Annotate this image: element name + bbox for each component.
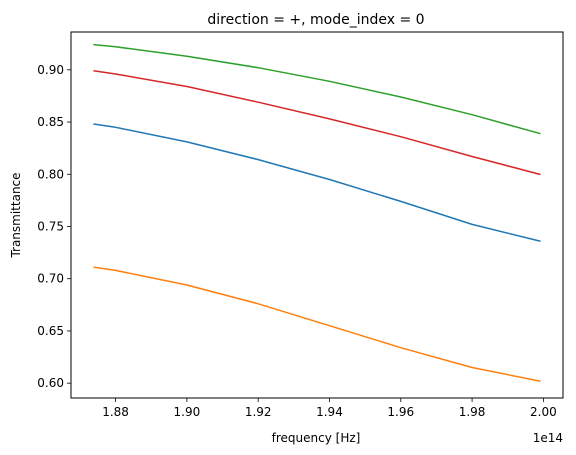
- x-tick-label: 1.90: [174, 405, 201, 419]
- x-tick-label: 2.00: [530, 405, 557, 419]
- series-line-2: [93, 43, 541, 135]
- x-tick-label: 1.96: [387, 405, 414, 419]
- y-tick-label: 0.60: [37, 376, 64, 390]
- chart-title: direction = +, mode_index = 0: [207, 12, 424, 28]
- y-axis-label: Transmittance: [9, 172, 23, 258]
- x-tick-label: 1.94: [316, 405, 343, 419]
- x-tick-label: 1.88: [102, 405, 129, 419]
- y-tick-label: 0.70: [37, 272, 64, 286]
- x-tick-label: 1.98: [459, 405, 486, 419]
- series-line-1: [93, 266, 541, 382]
- x-axis-label: frequency [Hz]: [272, 431, 361, 445]
- y-tick-label: 0.65: [37, 324, 64, 338]
- y-tick-label: 0.90: [37, 63, 64, 77]
- series-line-3: [93, 70, 541, 176]
- series-line-0: [93, 123, 541, 243]
- ticks-layer: 1.88 1.90 1.92 1.94 1.96 1.98 2.00 0.60 0.65 0.70…: [37, 63, 556, 419]
- series-layer: [93, 43, 541, 382]
- y-tick-label: 0.85: [37, 115, 64, 129]
- x-tick-label: 1.92: [245, 405, 272, 419]
- plot-frame: [70, 31, 564, 399]
- y-tick-label: 0.80: [37, 167, 64, 181]
- x-offset-label: 1e14: [533, 431, 563, 445]
- y-tick-label: 0.75: [37, 219, 64, 233]
